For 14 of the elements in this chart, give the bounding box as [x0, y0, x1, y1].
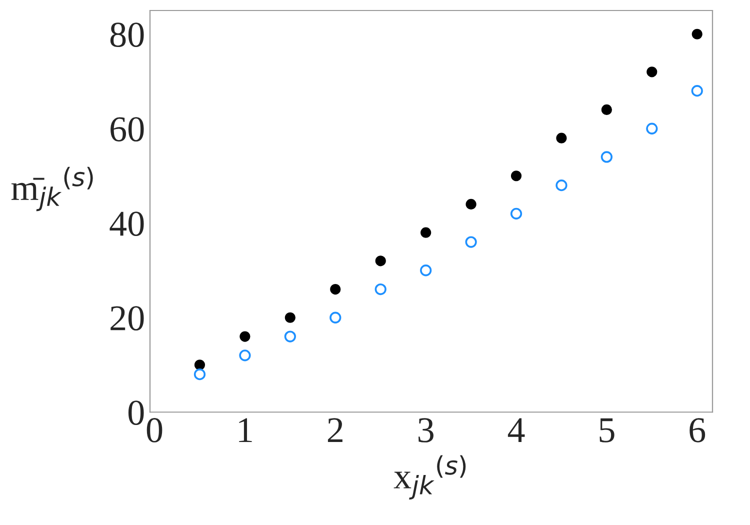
y-axis-title: m̄$_{jk}$$^{(s)}$ [11, 166, 93, 212]
x-axis-title: x$_{jk}$$^{(s)}$ [394, 455, 466, 500]
y-tick-label: 0 [128, 400, 144, 426]
x-tick-label: 5 [600, 418, 614, 442]
x-tick-label: 4 [508, 418, 525, 442]
x-tick-label: 6 [690, 418, 706, 442]
x-tick-label: 0 [146, 418, 162, 442]
y-tick-label: 80 [110, 22, 144, 48]
x-tick-label: 3 [418, 418, 434, 442]
y-tick-label: 20 [110, 306, 144, 331]
y-tick-label: 40 [110, 212, 144, 236]
y-tick-label: 60 [110, 117, 144, 142]
x-tick-label: 1 [239, 418, 252, 442]
x-tick-label: 2 [328, 418, 342, 442]
